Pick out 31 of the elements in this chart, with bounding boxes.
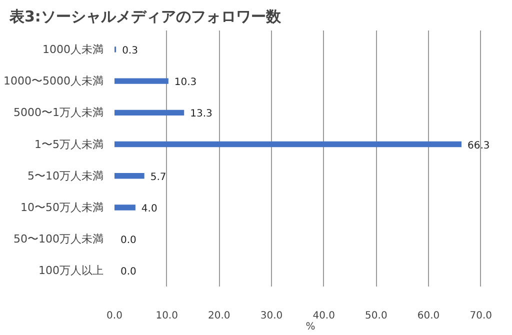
y-tick-label: 50〜100万人未満 xyxy=(14,232,104,246)
x-tick-label: 20.0 xyxy=(208,310,230,322)
data-label: 0.0 xyxy=(120,266,136,278)
data-label: 0.3 xyxy=(122,45,138,56)
x-axis-title: % xyxy=(306,322,316,332)
x-tick-label: 40.0 xyxy=(312,310,335,322)
bar xyxy=(114,204,136,210)
chart-title: 表3:ソーシャルメディアのフォロワー数 xyxy=(8,8,282,26)
bar xyxy=(114,141,462,148)
data-label: 13.3 xyxy=(190,108,212,120)
x-tick-label: 0.0 xyxy=(106,310,122,322)
bar xyxy=(114,173,144,179)
data-label: 10.3 xyxy=(174,77,197,88)
x-tick-label: 10.0 xyxy=(156,310,178,322)
data-label: 5.7 xyxy=(150,172,166,183)
y-tick-label: 100万人以上 xyxy=(38,264,104,278)
x-tick-label: 70.0 xyxy=(470,310,492,322)
y-tick-label: 1000〜5000人未満 xyxy=(4,74,104,88)
bar xyxy=(114,110,184,116)
x-tick-label: 30.0 xyxy=(260,310,283,322)
y-tick-label: 10〜50万人未満 xyxy=(20,200,104,214)
data-label: 66.3 xyxy=(467,140,490,152)
data-label: 4.0 xyxy=(141,203,158,214)
y-tick-label: 5000〜1万人未満 xyxy=(14,106,104,120)
bar xyxy=(114,78,168,84)
y-tick-label: 5〜10万人未満 xyxy=(28,169,104,182)
y-tick-label: 1000人未満 xyxy=(42,42,104,56)
y-tick-label: 1〜5万人未満 xyxy=(34,138,104,151)
x-tick-label: 50.0 xyxy=(365,310,388,322)
data-label: 0.0 xyxy=(120,235,136,246)
x-tick-label: 60.0 xyxy=(417,310,440,322)
